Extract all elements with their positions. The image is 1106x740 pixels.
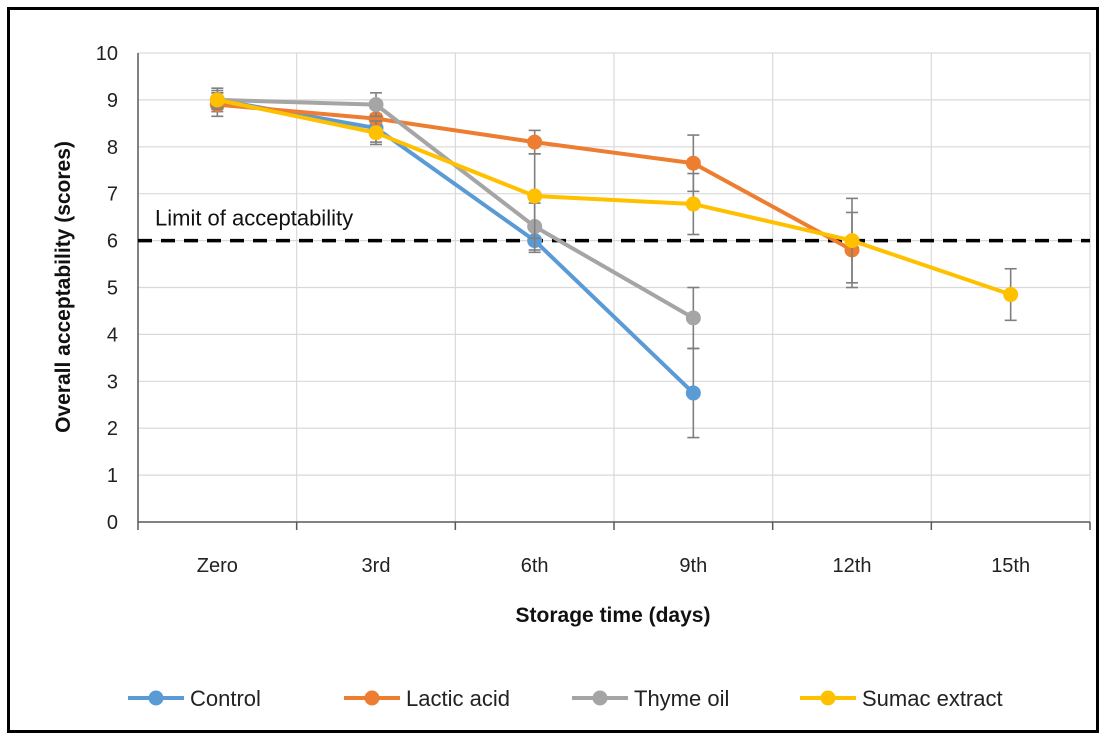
legend: Control Lactic acid Thyme oil Sumac extract — [128, 686, 1003, 711]
gridlines — [138, 52, 1091, 522]
data-point — [685, 385, 701, 401]
series-line — [216, 97, 1012, 297]
y-tick-label: 3 — [107, 371, 118, 393]
acceptability-limit-label: Limit of acceptability — [155, 206, 353, 231]
y-tick-label: 5 — [107, 278, 118, 300]
legend-marker — [148, 690, 164, 706]
series-group — [209, 87, 1019, 439]
y-tick-label: 10 — [96, 43, 118, 65]
legend-label: Sumac extract — [862, 686, 1003, 711]
legend-marker — [592, 690, 608, 706]
legend-marker — [364, 690, 380, 706]
legend-label: Lactic acid — [406, 686, 510, 711]
y-axis-title: Overall acceptability (scores) — [52, 141, 75, 433]
x-tick-label: Zero — [197, 555, 238, 577]
series-sumac-extract — [209, 89, 1019, 322]
legend-item: Lactic acid — [344, 686, 510, 711]
y-tick-label: 9 — [107, 90, 118, 112]
data-point — [1003, 287, 1019, 303]
series-line — [216, 97, 695, 395]
y-tick-label: 1 — [107, 465, 118, 487]
data-point — [527, 188, 543, 204]
x-tick-label: 3rd — [362, 555, 391, 577]
data-point — [209, 92, 225, 108]
x-tick-label: 6th — [521, 555, 549, 577]
x-tick-label: 12th — [833, 555, 872, 577]
y-tick-label: 2 — [107, 418, 118, 440]
data-point — [527, 134, 543, 150]
y-tick-label: 6 — [107, 231, 118, 253]
data-point — [368, 125, 384, 141]
legend-item: Sumac extract — [800, 686, 1003, 711]
data-point — [368, 111, 384, 127]
legend-item: Control — [128, 686, 261, 711]
legend-item: Thyme oil — [572, 686, 729, 711]
data-point — [685, 196, 701, 212]
y-tick-label: 8 — [107, 137, 118, 159]
x-axis-title: Storage time (days) — [516, 604, 711, 627]
data-point — [844, 233, 860, 249]
x-tick-label: 9th — [679, 555, 707, 577]
y-tick-labels: 0 1 2 3 4 5 6 7 8 9 10 — [96, 43, 118, 534]
y-tick-label: 0 — [107, 512, 118, 534]
legend-marker — [820, 690, 836, 706]
legend-label: Thyme oil — [634, 686, 729, 711]
axes — [137, 53, 1091, 530]
data-point — [685, 155, 701, 171]
y-tick-label: 4 — [107, 324, 118, 346]
x-tick-labels: Zero 3rd 6th 9th 12th 15th — [197, 555, 1030, 577]
reference-line-group: Limit of acceptability — [138, 206, 1090, 243]
data-point — [685, 310, 701, 326]
chart-frame — [7, 7, 1099, 733]
y-tick-label: 7 — [107, 184, 118, 206]
legend-label: Control — [190, 686, 261, 711]
data-point — [368, 97, 384, 113]
x-tick-label: 15th — [991, 555, 1030, 577]
